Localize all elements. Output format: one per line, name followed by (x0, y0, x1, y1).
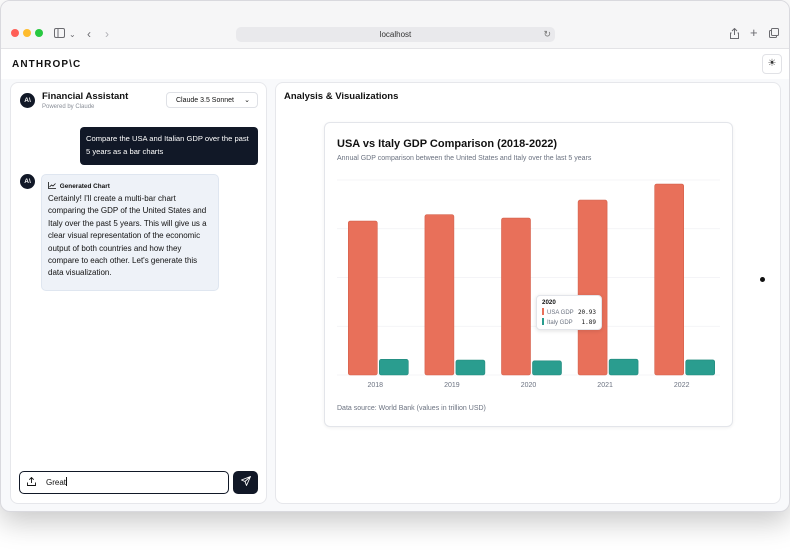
chart-card: 2018 2019 2020 2021 2022 USA vs Italy GDP Co… (324, 122, 733, 427)
bar-chart: 2018 2019 2020 2021 2022 (337, 179, 720, 389)
x-tick-label: 2021 (597, 382, 613, 389)
cursor-dot (760, 277, 765, 282)
assistant-subtitle: Powered by Claude (42, 104, 95, 110)
italy-gdp-bar-2020[interactable] (532, 360, 562, 376)
chart-source: Data source: World Bank (values in trill… (337, 405, 486, 412)
reload-icon[interactable]: ↻ (543, 29, 551, 39)
chevron-down-icon[interactable]: ⌄ (69, 30, 76, 39)
assistant-title: Financial Assistant (42, 91, 129, 102)
usa-gdp-bar-2019[interactable] (424, 214, 455, 376)
assistant-message-text: Certainly! I'll create a multi-bar chart… (48, 194, 207, 278)
send-icon (240, 476, 251, 487)
usa-gdp-bar-2020[interactable] (501, 217, 531, 376)
new-tab-icon[interactable]: + (750, 25, 758, 40)
x-tick-label: 2019 (444, 382, 460, 389)
browser-window: ⌄ ‹ › localhost ↻ + ANTHROP\C ☀ A\ Finan… (0, 0, 790, 512)
model-select[interactable]: Claude 3.5 Sonnet ⌄ (166, 92, 258, 108)
message-input[interactable]: Great (46, 477, 68, 487)
usa-gdp-bar-2018[interactable] (347, 220, 378, 376)
generated-chart-label: Generated Chart (59, 183, 110, 190)
tooltip-label: Italy GDP (547, 320, 573, 326)
message-input-box[interactable]: Great (19, 471, 229, 494)
browser-titlebar: ⌄ ‹ › localhost ↻ + (1, 1, 789, 49)
chevron-down-icon: ⌄ (244, 97, 250, 104)
address-bar[interactable]: localhost ↻ (236, 27, 555, 42)
minimize-window-button[interactable] (23, 29, 31, 37)
forward-icon[interactable]: › (105, 27, 109, 41)
share-icon[interactable] (730, 27, 739, 41)
chart-title: USA vs Italy GDP Comparison (2018-2022) (337, 138, 558, 150)
generated-chart-chip[interactable]: Generated Chart (48, 182, 212, 190)
x-tick-label: 2022 (674, 382, 690, 389)
text-caret (66, 477, 68, 486)
theme-toggle-button[interactable]: ☀ (762, 54, 782, 74)
usa-gdp-bar-2021[interactable] (577, 199, 608, 376)
model-select-value: Claude 3.5 Sonnet (176, 97, 234, 104)
tooltip-row-italy: Italy GDP 1.89 (542, 318, 596, 328)
send-button[interactable] (233, 471, 258, 494)
x-tick-label: 2020 (521, 382, 537, 389)
legend-swatch (542, 308, 544, 315)
claude-avatar: A\ (20, 93, 35, 108)
message-input-value: Great (46, 478, 67, 487)
chart-icon (48, 182, 56, 189)
tab-overview-icon[interactable] (769, 28, 779, 40)
anthropic-logo: ANTHROP\C (12, 59, 82, 70)
visualization-title: Analysis & Visualizations (284, 91, 399, 102)
tooltip-value: 20.93 (577, 309, 596, 316)
claude-avatar: A\ (20, 174, 35, 189)
zoom-window-button[interactable] (35, 29, 43, 37)
italy-gdp-bar-2019[interactable] (455, 359, 486, 376)
chart-subtitle: Annual GDP comparison between the United… (337, 155, 592, 162)
url-text: localhost (379, 30, 412, 39)
assistant-message: Generated Chart Certainly! I'll create a… (41, 174, 219, 291)
tooltip-row-usa: USA GDP 20.93 (542, 308, 596, 318)
x-tick-label: 2018 (368, 382, 384, 389)
legend-swatch (542, 318, 544, 325)
italy-gdp-bar-2021[interactable] (608, 358, 639, 376)
tooltip-value: 1.89 (581, 319, 596, 326)
back-icon[interactable]: ‹ (87, 27, 91, 41)
italy-gdp-bar-2018[interactable] (378, 359, 409, 376)
sidebar-toggle-icon[interactable] (54, 28, 65, 40)
usa-gdp-bar-2022[interactable] (654, 183, 685, 376)
tooltip-label: USA GDP (547, 310, 574, 316)
sun-icon: ☀ (767, 58, 777, 69)
user-message: Compare the USA and Italian GDP over the… (80, 127, 258, 165)
chart-tooltip: 2020 USA GDP 20.93 Italy GDP 1.89 (536, 295, 602, 330)
tooltip-year: 2020 (542, 299, 556, 306)
app-header (1, 49, 789, 79)
italy-gdp-bar-2022[interactable] (685, 359, 716, 376)
close-window-button[interactable] (11, 29, 19, 37)
upload-icon[interactable] (27, 476, 36, 488)
